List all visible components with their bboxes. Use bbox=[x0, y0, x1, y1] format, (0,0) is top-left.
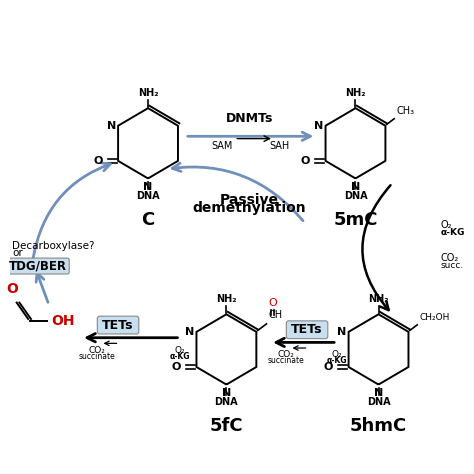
Text: NH₂: NH₂ bbox=[216, 294, 237, 304]
Text: C: C bbox=[141, 211, 155, 229]
Text: α-KG: α-KG bbox=[327, 356, 347, 365]
Text: O₂: O₂ bbox=[332, 350, 342, 359]
Text: succ.: succ. bbox=[441, 261, 464, 270]
Text: O₂: O₂ bbox=[175, 346, 186, 355]
Text: SAH: SAH bbox=[269, 141, 290, 151]
Text: TETs: TETs bbox=[102, 319, 134, 332]
Text: O: O bbox=[6, 283, 18, 297]
Text: TDG/BER: TDG/BER bbox=[9, 260, 66, 273]
FancyBboxPatch shape bbox=[97, 316, 139, 334]
FancyBboxPatch shape bbox=[286, 321, 328, 338]
Text: α-KG: α-KG bbox=[441, 228, 465, 237]
Text: O: O bbox=[172, 362, 181, 372]
Text: N: N bbox=[351, 182, 360, 192]
Text: α-KG: α-KG bbox=[170, 352, 191, 361]
Text: N: N bbox=[337, 327, 346, 337]
Text: DNA: DNA bbox=[136, 191, 160, 201]
Text: DNA: DNA bbox=[344, 191, 367, 201]
Text: NH₂: NH₂ bbox=[368, 294, 389, 304]
Text: succinate: succinate bbox=[268, 356, 305, 365]
Text: O: O bbox=[268, 299, 277, 309]
Text: Passive: Passive bbox=[220, 192, 279, 207]
Text: Decarboxylase?: Decarboxylase? bbox=[12, 241, 94, 251]
Text: 5hmC: 5hmC bbox=[350, 417, 407, 435]
Text: N: N bbox=[107, 121, 116, 131]
Text: CH₃: CH₃ bbox=[396, 106, 415, 117]
Text: TETs: TETs bbox=[292, 323, 323, 336]
Text: N: N bbox=[185, 327, 194, 337]
Text: DNA: DNA bbox=[215, 397, 238, 407]
Text: O: O bbox=[324, 362, 333, 372]
Text: O₂: O₂ bbox=[441, 220, 452, 230]
Text: 5fC: 5fC bbox=[210, 417, 243, 435]
Text: N: N bbox=[222, 388, 231, 398]
Text: succinate: succinate bbox=[79, 352, 116, 361]
Text: O: O bbox=[93, 156, 103, 166]
Text: CO₂: CO₂ bbox=[278, 350, 295, 359]
Text: O: O bbox=[301, 156, 310, 166]
Text: DNA: DNA bbox=[367, 397, 391, 407]
Text: SAM: SAM bbox=[211, 141, 232, 151]
Text: demethylation: demethylation bbox=[192, 201, 306, 215]
Text: CH: CH bbox=[269, 310, 283, 320]
Text: CO₂: CO₂ bbox=[89, 346, 106, 355]
FancyBboxPatch shape bbox=[6, 258, 69, 274]
Text: CO₂: CO₂ bbox=[441, 253, 459, 263]
Text: NH₂: NH₂ bbox=[138, 88, 158, 98]
Text: CH₂OH: CH₂OH bbox=[419, 313, 450, 322]
Text: 5mC: 5mC bbox=[333, 211, 378, 229]
Text: NH₂: NH₂ bbox=[345, 88, 366, 98]
Text: or: or bbox=[12, 248, 23, 258]
Text: N: N bbox=[144, 182, 153, 192]
Text: DNMTs: DNMTs bbox=[226, 111, 273, 125]
Text: OH: OH bbox=[51, 314, 75, 328]
Text: N: N bbox=[374, 388, 383, 398]
Text: N: N bbox=[314, 121, 323, 131]
